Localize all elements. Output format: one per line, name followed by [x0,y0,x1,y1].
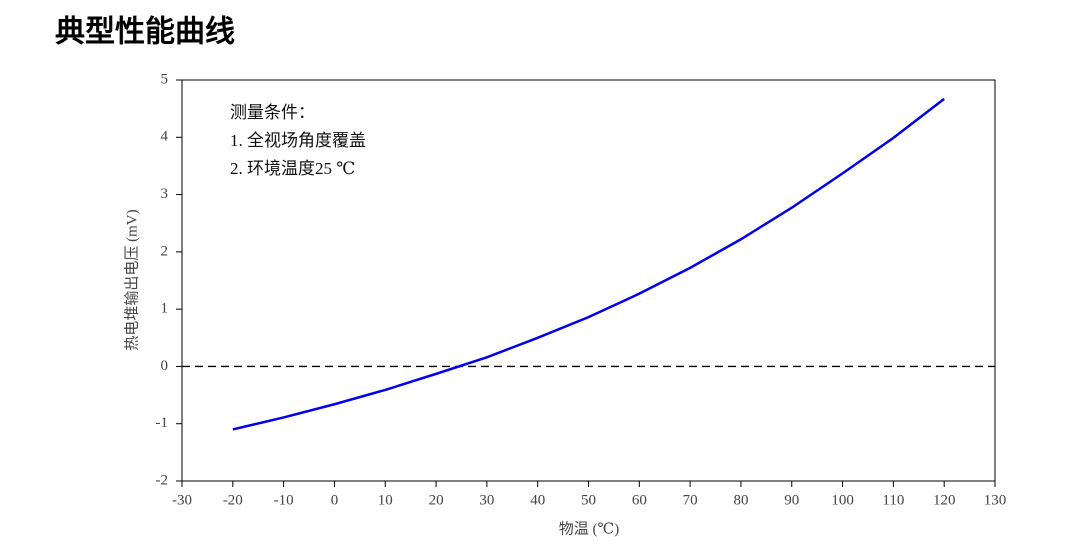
x-tick-label: -20 [223,492,243,508]
x-axis-label: 物温 (℃) [559,520,620,537]
chart-title: 典型性能曲线 [55,15,235,50]
x-tick-label: 50 [581,492,596,508]
x-tick-label: 60 [632,492,647,508]
y-tick-label: -1 [156,415,169,431]
y-tick-label: 2 [161,243,169,259]
x-tick-label: -10 [274,492,294,508]
y-tick-label: 1 [161,301,169,317]
x-tick-label: 130 [984,492,1007,508]
data-line [232,97,945,431]
annotation: 1. 全视场角度覆盖 [230,131,366,150]
x-tick-label: 100 [831,492,854,508]
y-tick-label: 5 [161,71,169,87]
x-tick-label: -30 [172,492,192,508]
x-tick-label: 80 [733,492,748,508]
y-tick-label: 0 [161,358,169,374]
y-tick-label: 3 [161,186,169,202]
x-tick-label: 70 [683,492,698,508]
x-tick-label: 110 [882,492,904,508]
x-tick-label: 30 [479,492,494,508]
annotation: 2. 环境温度25 ℃ [230,159,355,178]
x-tick-label: 120 [933,492,956,508]
x-tick-label: 90 [784,492,799,508]
annotation: 测量条件： [230,103,315,122]
x-tick-label: 20 [429,492,444,508]
x-tick-label: 0 [331,492,339,508]
y-axis-label: 热电堆输出电压 (mV) [123,209,140,350]
y-tick-label: -2 [156,472,169,488]
x-tick-label: 10 [378,492,393,508]
x-tick-label: 40 [530,492,545,508]
y-tick-label: 4 [161,129,169,145]
